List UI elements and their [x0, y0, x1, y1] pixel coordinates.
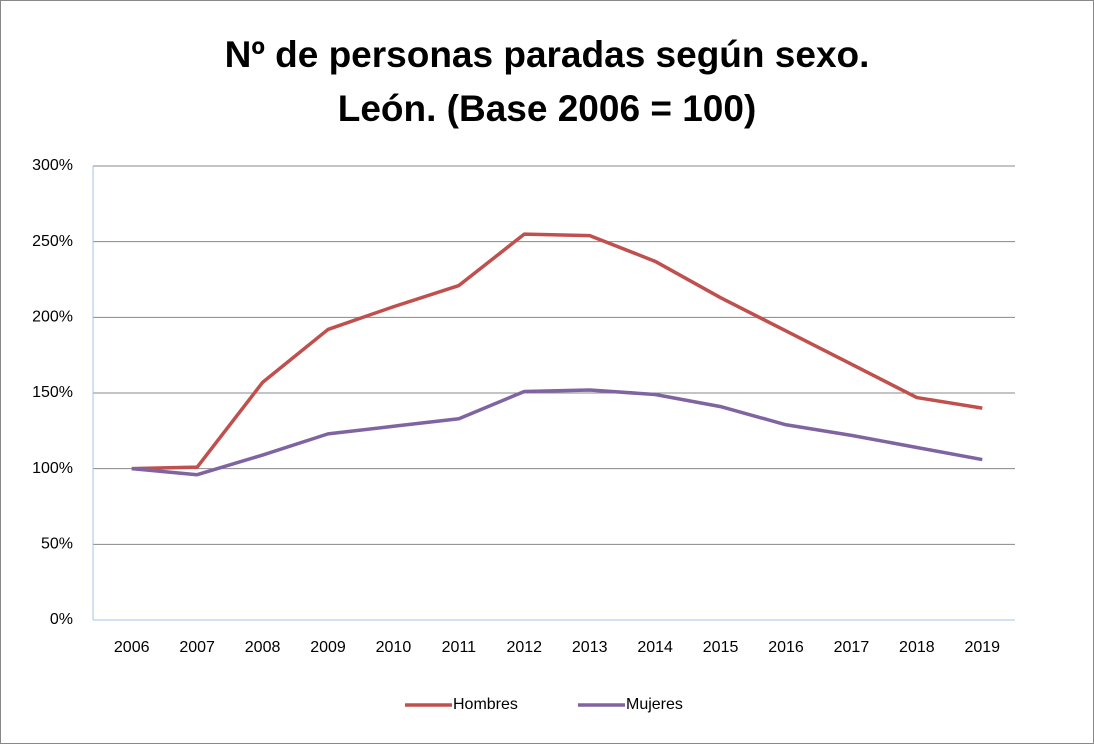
x-tick-label: 2011: [442, 639, 477, 656]
y-tick-label: 100%: [32, 460, 73, 477]
x-tick-label: 2018: [899, 639, 935, 656]
x-tick-label: 2014: [637, 639, 673, 656]
x-tick-label: 2019: [964, 639, 1000, 656]
y-tick-label: 300%: [32, 157, 73, 174]
line-series: [131, 388, 983, 477]
x-tick-label: 2015: [703, 639, 739, 656]
legend-label: Mujeres: [626, 696, 683, 713]
x-tick-label: 2013: [572, 639, 608, 656]
x-tick-label: 2009: [310, 639, 346, 656]
x-tick-label: 2006: [114, 639, 150, 656]
y-tick-label: 50%: [41, 536, 73, 553]
chart-title: Nº de personas paradas según sexo. León.…: [224, 34, 870, 129]
y-tick-label: 0%: [50, 611, 73, 628]
y-tick-label: 150%: [32, 384, 73, 401]
line-series: [131, 232, 983, 471]
x-tick-label: 2010: [376, 639, 412, 656]
x-tick-label: 2008: [245, 639, 281, 656]
y-tick-label: 200%: [32, 309, 73, 326]
x-tick-label: 2007: [179, 639, 215, 656]
legend-label: Hombres: [453, 696, 518, 713]
y-tick-label: 250%: [32, 233, 73, 250]
x-tick-label: 2016: [768, 639, 804, 656]
x-tick-label: 2017: [834, 639, 870, 656]
x-tick-label: 2012: [506, 639, 542, 656]
